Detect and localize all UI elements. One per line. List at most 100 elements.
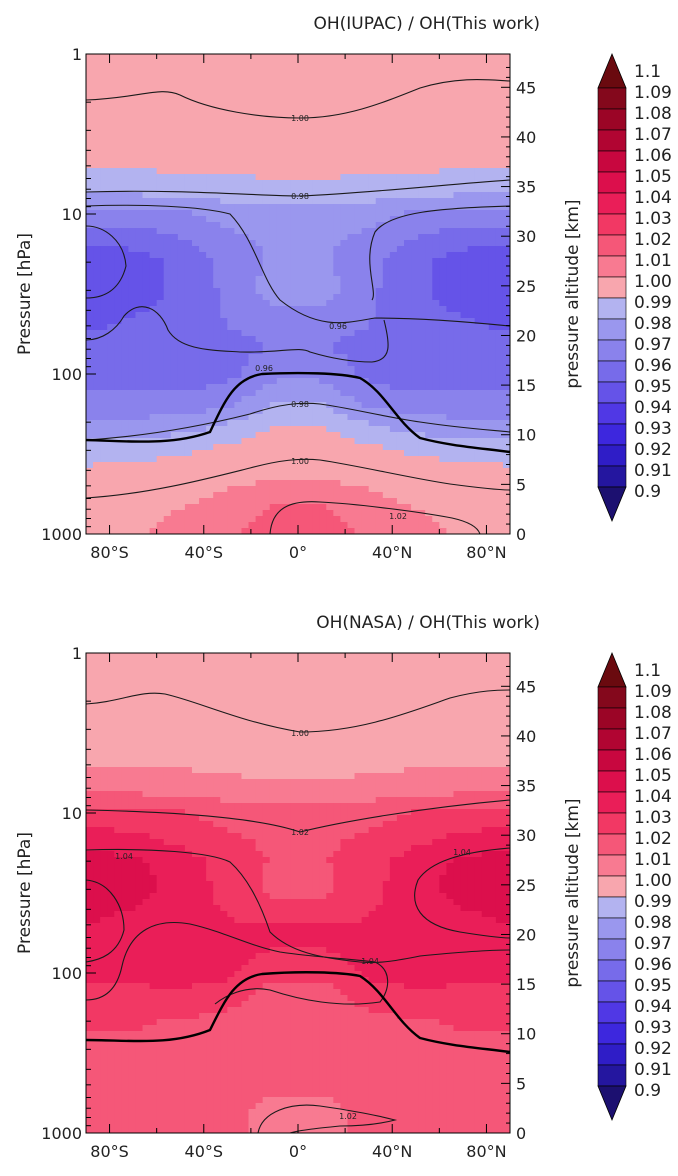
field-cell [319, 408, 327, 415]
field-cell [276, 66, 285, 73]
field-cell [361, 402, 370, 409]
field-cell [170, 384, 179, 391]
field-cell [411, 366, 419, 373]
field-cell [481, 312, 490, 319]
field-cell [192, 474, 200, 481]
field-cell [460, 234, 469, 241]
field-cell [305, 204, 313, 211]
field-cell [142, 318, 151, 325]
field-cell [241, 444, 250, 451]
field-cell [382, 306, 391, 313]
field-cell [361, 528, 370, 534]
field-cell [467, 312, 476, 319]
field-cell [213, 60, 221, 67]
field-cell [199, 180, 207, 187]
field-cell [206, 138, 214, 145]
field-cell [347, 300, 356, 307]
field-cell [347, 378, 356, 385]
field-cell [305, 276, 313, 283]
field-cell [234, 114, 243, 121]
field-cell [312, 84, 320, 91]
field-cell [396, 528, 405, 534]
field-cell [368, 252, 377, 259]
field-cell [347, 336, 356, 343]
field-cell [446, 456, 455, 463]
field-cell [163, 102, 172, 109]
field-cell [227, 372, 235, 379]
field-cell [326, 414, 334, 421]
field-cell [439, 204, 447, 211]
field-cell [128, 492, 137, 499]
field-cell [184, 522, 193, 529]
field-cell [177, 426, 186, 433]
field-cell [135, 90, 144, 97]
field-cell [149, 234, 158, 241]
field-cell [453, 474, 462, 481]
field-cell [213, 498, 221, 505]
field-cell [361, 312, 370, 319]
field-cell [333, 330, 341, 337]
field-cell [248, 480, 257, 487]
field-cell [481, 444, 490, 451]
field-cell [156, 246, 165, 253]
field-cell [262, 498, 271, 505]
field-cell [495, 480, 504, 487]
field-cell [502, 264, 510, 271]
field-cell [86, 222, 94, 229]
field-cell [474, 132, 483, 139]
field-cell [170, 378, 179, 385]
field-cell [192, 108, 200, 115]
field-cell [177, 468, 186, 475]
field-cell [213, 264, 221, 271]
x-tick-label: 80°S [90, 543, 129, 562]
field-cell [481, 354, 490, 361]
field-cell [453, 360, 462, 367]
field-cell [121, 168, 129, 175]
field-cell [142, 210, 151, 217]
field-cell [220, 372, 228, 379]
field-cell [439, 528, 447, 534]
field-cell [149, 54, 158, 61]
field-cell [163, 216, 172, 223]
field-cell [213, 156, 221, 163]
field-cell [396, 180, 405, 187]
field-cell [439, 504, 447, 511]
field-cell [177, 90, 186, 97]
field-cell [206, 354, 214, 361]
field-cell [312, 72, 320, 79]
field-cell [213, 444, 221, 451]
field-cell [495, 198, 504, 205]
field-cell [354, 168, 363, 175]
field-cell [234, 498, 243, 505]
field-cell [425, 192, 433, 199]
field-cell [396, 234, 405, 241]
field-cell [298, 288, 306, 295]
colorbar-band [597, 423, 627, 446]
field-cell [298, 510, 306, 517]
field-cell [488, 180, 497, 187]
field-cell [241, 108, 250, 115]
field-cell [142, 384, 151, 391]
field-cell [375, 162, 384, 169]
field-cell [290, 354, 299, 361]
field-cell [312, 318, 320, 325]
field-cell [382, 270, 391, 277]
field-cell [326, 120, 334, 127]
field-cell [184, 90, 193, 97]
field-cell [389, 384, 398, 391]
field-cell [121, 504, 129, 511]
field-cell [128, 324, 137, 331]
field-cell [192, 468, 200, 475]
field-cell [86, 84, 94, 91]
field-cell [135, 336, 144, 343]
field-cell [425, 456, 433, 463]
field-cell [199, 384, 207, 391]
field-cell [354, 150, 363, 157]
field-cell [432, 210, 440, 217]
field-cell [432, 486, 440, 493]
field-cell [177, 486, 186, 493]
field-cell [276, 432, 285, 439]
field-cell [340, 528, 349, 534]
field-cell [432, 108, 440, 115]
field-cell [220, 342, 228, 349]
